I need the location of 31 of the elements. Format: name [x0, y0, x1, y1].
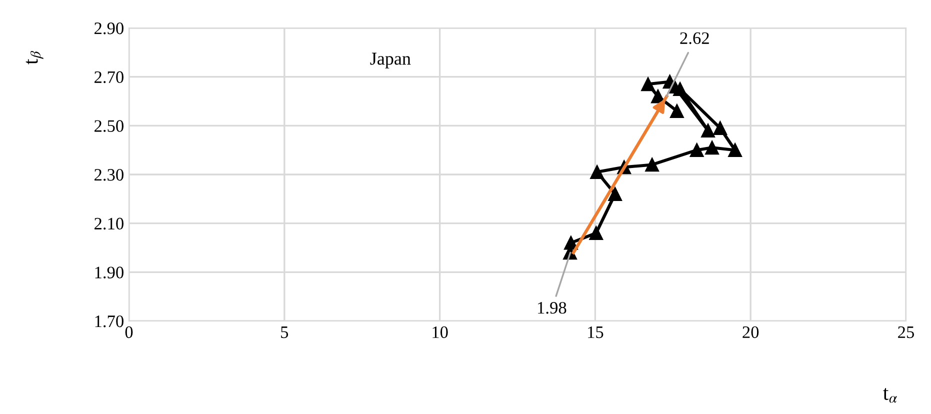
point	[641, 77, 655, 92]
point	[590, 165, 604, 180]
point	[701, 124, 715, 138]
point	[670, 104, 684, 118]
y-tick-label: 2.10	[94, 218, 124, 230]
y-tick-label: 1.90	[95, 266, 124, 278]
point	[728, 143, 742, 158]
point	[564, 236, 578, 250]
point	[645, 158, 660, 172]
point	[713, 121, 728, 136]
point	[690, 143, 704, 158]
x-tick-label: 0	[125, 326, 133, 338]
point	[705, 140, 720, 155]
x-axis-title: t$_{α}$	[883, 388, 897, 403]
x-tick-label: 5	[281, 326, 288, 338]
y-tick-label: 2.90	[94, 22, 124, 34]
annotation: 1.98	[538, 302, 566, 314]
x-tick-label: 25	[898, 326, 914, 338]
y-tick-label: 2.30	[94, 168, 124, 181]
point	[589, 226, 604, 240]
x-tick-label: 10	[432, 326, 448, 338]
y-axis-title: t$_{β}$	[26, 50, 44, 64]
point	[608, 187, 622, 201]
y-tick-label: 2.70	[94, 71, 124, 84]
y-tick-label: 2.50	[94, 120, 124, 132]
point	[651, 89, 665, 104]
y-tick-label: 1.70	[95, 315, 124, 328]
x-tick-label: 15	[588, 326, 604, 338]
x-tick-label: 20	[742, 326, 759, 338]
annotation: Japan	[370, 52, 411, 68]
annotation: 2.62	[680, 32, 709, 44]
